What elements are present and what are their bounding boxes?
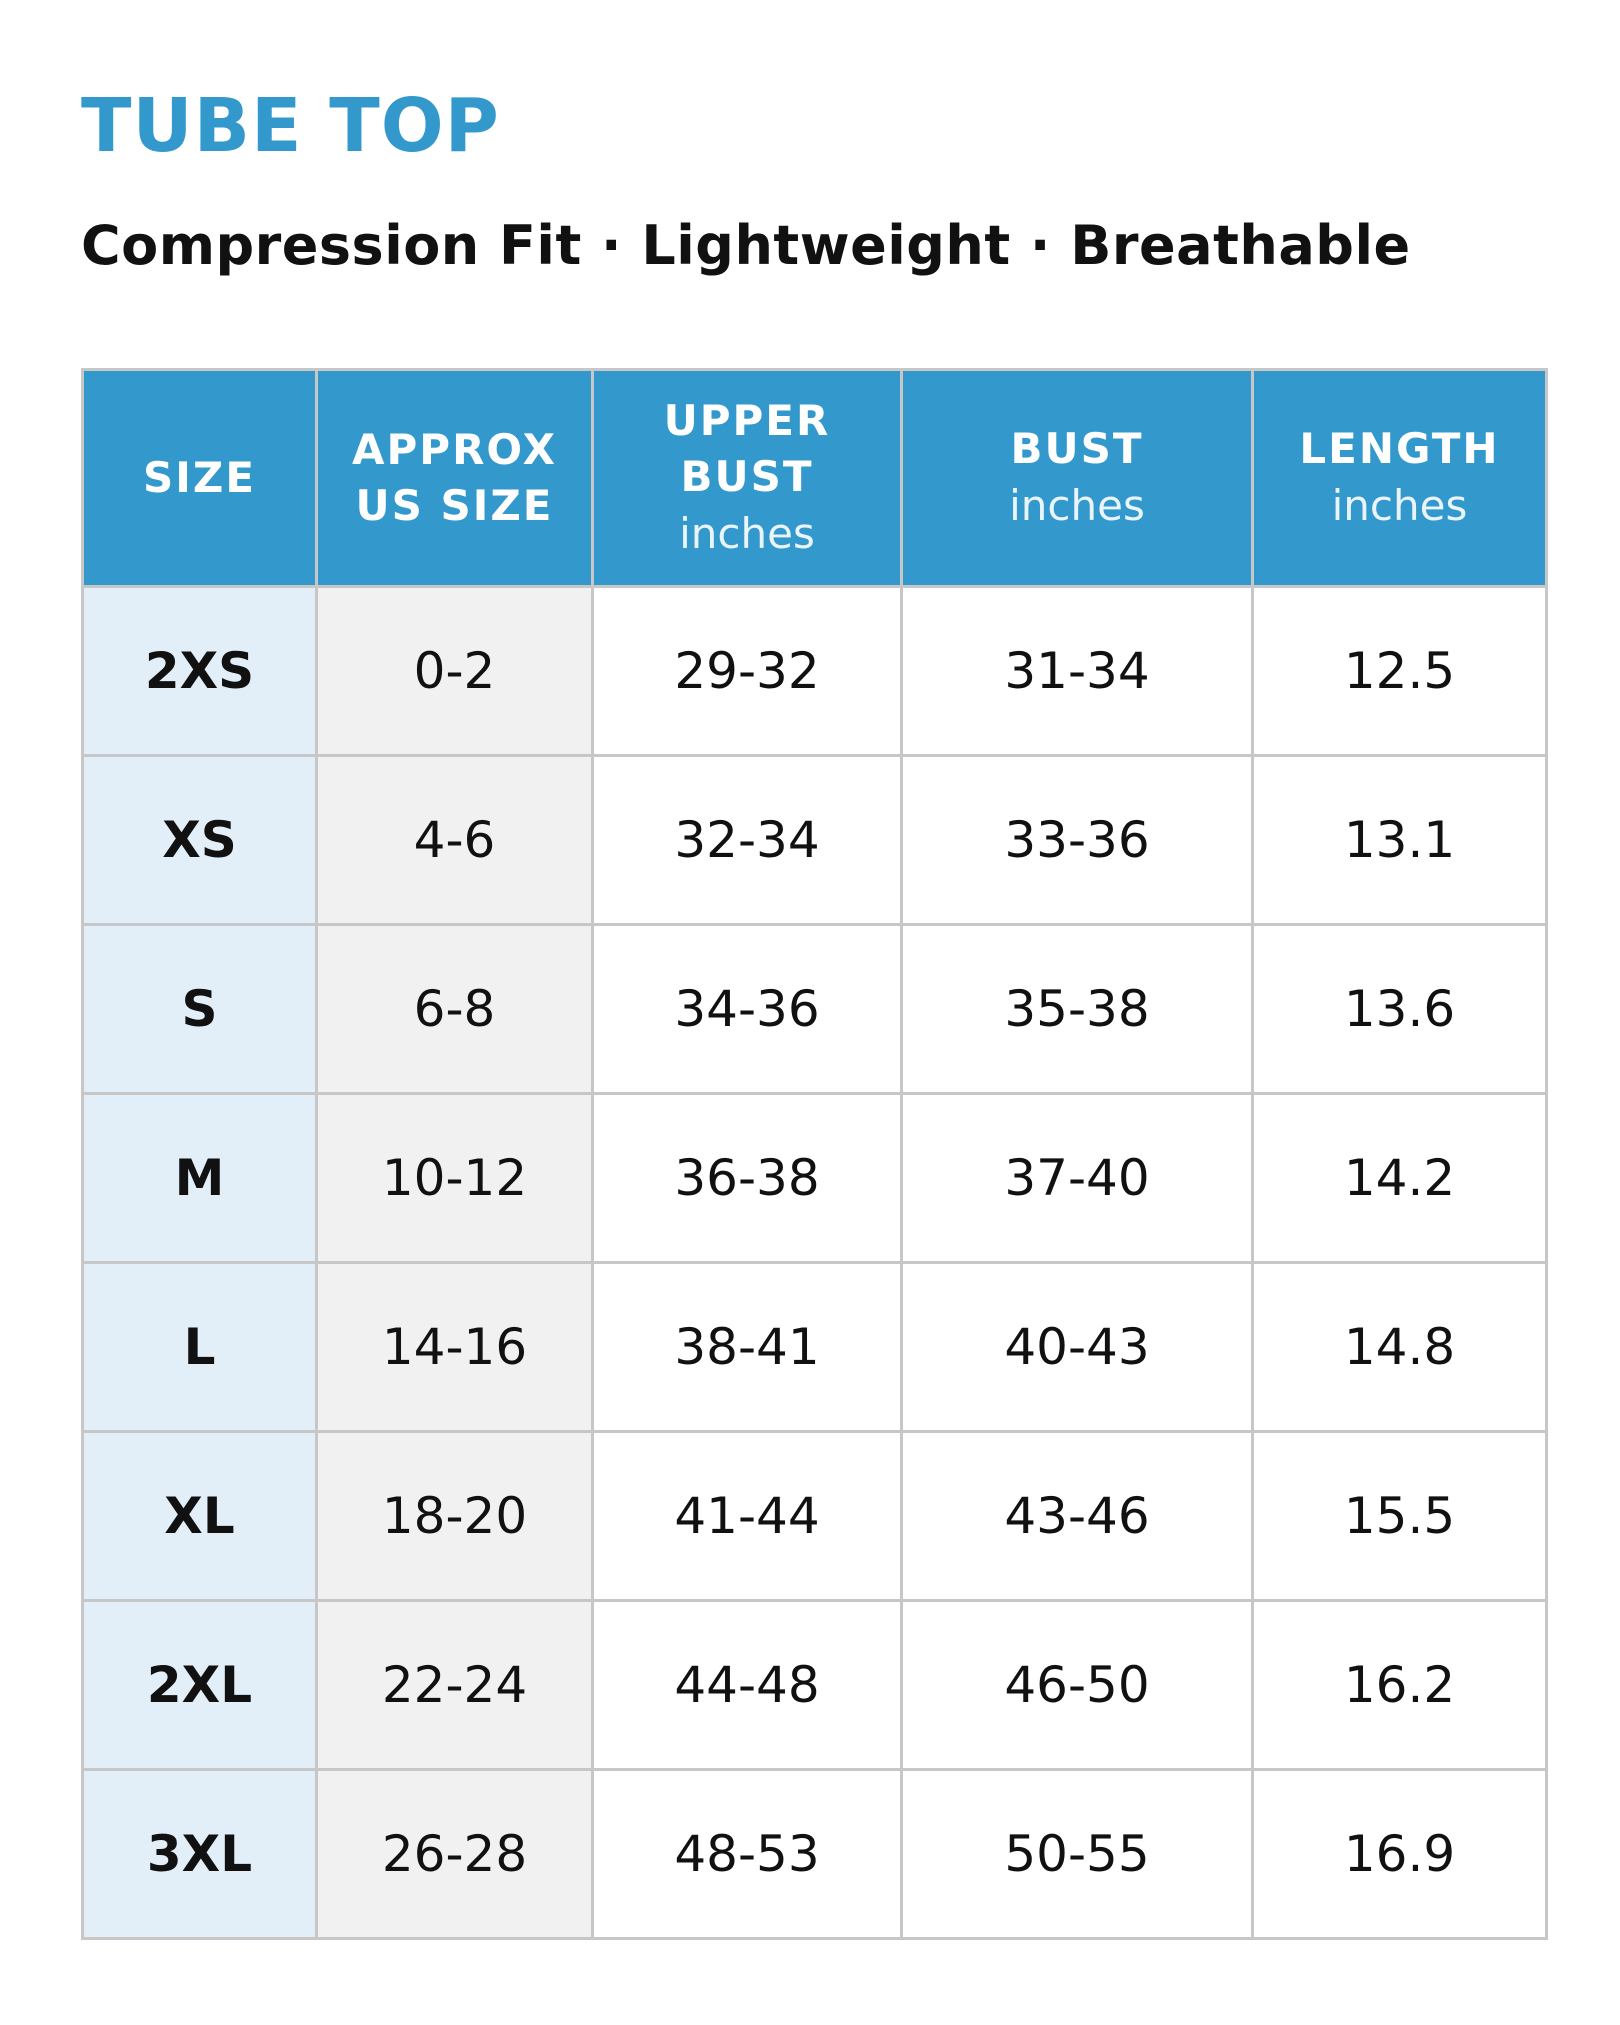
table-row: 2XL 22-24 44-48 46-50 16.2: [81, 1599, 1548, 1771]
length-cell: 14.2: [1251, 1092, 1548, 1264]
us-size-cell: 0-2: [315, 585, 594, 757]
bust-cell: 31-34: [900, 585, 1254, 757]
header-bust: BUST inches: [900, 368, 1254, 588]
length-cell: 16.2: [1251, 1599, 1548, 1771]
table-row: 2XS 0-2 29-32 31-34 12.5: [81, 585, 1548, 757]
bust-cell: 50-55: [900, 1768, 1254, 1940]
size-cell: 3XL: [81, 1768, 318, 1940]
header-length-unit: inches: [1331, 481, 1468, 530]
size-cell: L: [81, 1261, 318, 1433]
us-size-cell: 14-16: [315, 1261, 594, 1433]
length-cell: 13.6: [1251, 923, 1548, 1095]
size-cell: 2XL: [81, 1599, 318, 1771]
size-cell: M: [81, 1092, 318, 1264]
size-cell: XL: [81, 1430, 318, 1602]
upper-bust-cell: 32-34: [591, 754, 903, 926]
header-row: SIZE APPROX US SIZE UPPER BUST inches BU…: [81, 368, 1548, 588]
us-size-cell: 18-20: [315, 1430, 594, 1602]
size-cell: S: [81, 923, 318, 1095]
bust-cell: 37-40: [900, 1092, 1254, 1264]
table-row: XL 18-20 41-44 43-46 15.5: [81, 1430, 1548, 1602]
header-upper-bust: UPPER BUST inches: [591, 368, 903, 588]
bust-cell: 40-43: [900, 1261, 1254, 1433]
upper-bust-cell: 29-32: [591, 585, 903, 757]
bust-cell: 46-50: [900, 1599, 1254, 1771]
header-length-label: LENGTH: [1299, 424, 1500, 473]
length-cell: 14.8: [1251, 1261, 1548, 1433]
table-row: XS 4-6 32-34 33-36 13.1: [81, 754, 1548, 926]
length-cell: 16.9: [1251, 1768, 1548, 1940]
table-row: L 14-16 38-41 40-43 14.8: [81, 1261, 1548, 1433]
page-subtitle: Compression Fit · Lightweight · Breathab…: [81, 214, 1411, 277]
header-us-size: APPROX US SIZE: [315, 368, 594, 588]
header-size: SIZE: [81, 368, 318, 588]
us-size-cell: 6-8: [315, 923, 594, 1095]
header-length: LENGTH inches: [1251, 368, 1548, 588]
header-bust-unit: inches: [1009, 481, 1145, 530]
upper-bust-cell: 44-48: [591, 1599, 903, 1771]
header-upper-bust-label: UPPER BUST: [663, 396, 831, 501]
upper-bust-cell: 38-41: [591, 1261, 903, 1433]
us-size-cell: 4-6: [315, 754, 594, 926]
page-title: TUBE TOP: [81, 83, 500, 169]
header-upper-bust-unit: inches: [679, 509, 815, 558]
size-chart-table: SIZE APPROX US SIZE UPPER BUST inches BU…: [81, 368, 1548, 1940]
upper-bust-cell: 34-36: [591, 923, 903, 1095]
bust-cell: 33-36: [900, 754, 1254, 926]
table-row: M 10-12 36-38 37-40 14.2: [81, 1092, 1548, 1264]
length-cell: 13.1: [1251, 754, 1548, 926]
upper-bust-cell: 36-38: [591, 1092, 903, 1264]
size-cell: 2XS: [81, 585, 318, 757]
table-body: 2XS 0-2 29-32 31-34 12.5 XS 4-6 32-34 33-36 13.1 S…: [81, 585, 1548, 1940]
us-size-cell: 26-28: [315, 1768, 594, 1940]
size-cell: XS: [81, 754, 318, 926]
table-header: SIZE APPROX US SIZE UPPER BUST inches BU…: [81, 368, 1548, 588]
bust-cell: 35-38: [900, 923, 1254, 1095]
length-cell: 15.5: [1251, 1430, 1548, 1602]
header-size-label: SIZE: [142, 453, 257, 502]
upper-bust-cell: 41-44: [591, 1430, 903, 1602]
table-row: S 6-8 34-36 35-38 13.6: [81, 923, 1548, 1095]
bust-cell: 43-46: [900, 1430, 1254, 1602]
header-bust-label: BUST: [1010, 424, 1144, 473]
us-size-cell: 10-12: [315, 1092, 594, 1264]
length-cell: 12.5: [1251, 585, 1548, 757]
header-us-size-label: APPROX US SIZE: [352, 425, 557, 530]
upper-bust-cell: 48-53: [591, 1768, 903, 1940]
table-row: 3XL 26-28 48-53 50-55 16.9: [81, 1768, 1548, 1940]
us-size-cell: 22-24: [315, 1599, 594, 1771]
